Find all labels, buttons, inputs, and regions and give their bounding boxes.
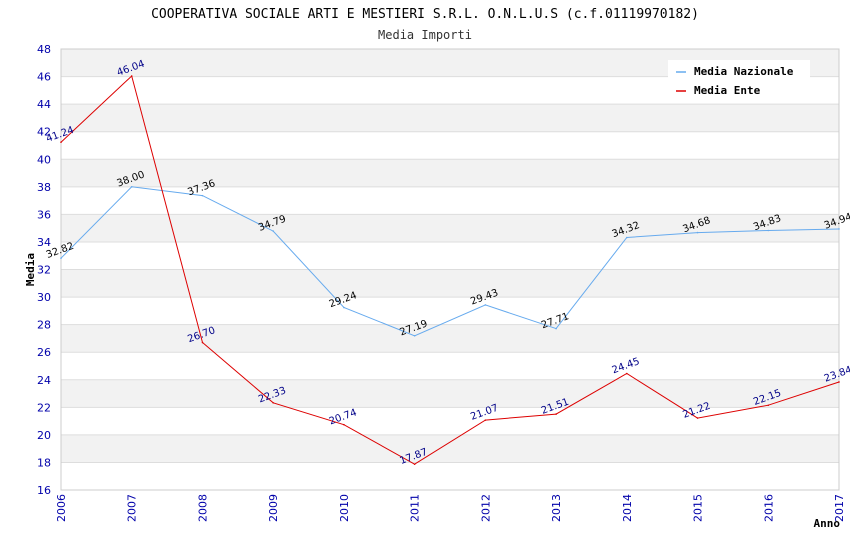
x-tick-label: 2008 — [196, 494, 209, 522]
data-point — [343, 423, 345, 426]
data-point — [201, 194, 204, 197]
y-tick-label: 46 — [37, 71, 51, 84]
data-point — [626, 372, 628, 375]
grid-band — [61, 269, 839, 298]
x-axis-title: Anno — [814, 517, 841, 530]
y-tick-label: 16 — [37, 484, 51, 497]
data-point — [767, 229, 770, 232]
y-tick-label: 24 — [37, 374, 51, 387]
data-point — [484, 419, 487, 421]
y-tick-label: 26 — [37, 346, 51, 359]
x-tick-label: 2012 — [479, 494, 492, 522]
grid-band — [61, 434, 839, 463]
x-tick-label: 2015 — [692, 494, 705, 522]
data-point — [272, 230, 274, 232]
x-tick-label: 2016 — [762, 494, 775, 522]
y-tick-label: 20 — [37, 429, 51, 442]
legend: Media Nazionale Media Ente — [668, 60, 810, 102]
y-axis: 16 18 20 22 24 26 28 30 32 34 36 38 40 42 44 46 48 — [37, 43, 51, 497]
plot-frame — [60, 48, 840, 491]
data-point — [555, 413, 557, 415]
grid-band — [61, 379, 839, 408]
data-point — [60, 257, 62, 259]
grid-band — [61, 462, 839, 490]
grid-band — [61, 214, 839, 242]
grid-band — [61, 186, 839, 215]
x-axis: 2006 2007 2008 2009 2010 2011 2012 2013 2014 2015… — [55, 494, 846, 522]
y-tick-label: 36 — [37, 208, 51, 221]
data-point — [838, 228, 840, 230]
data-point — [413, 334, 416, 337]
grid-band — [61, 352, 839, 380]
y-tick-label: 30 — [37, 291, 51, 304]
data-point — [60, 141, 62, 143]
x-tick-label: 2014 — [621, 494, 634, 522]
data-point — [130, 186, 133, 188]
y-tick-label: 38 — [37, 181, 51, 194]
legend-label-media-ente: Media Ente — [694, 84, 761, 97]
y-tick-label: 22 — [37, 401, 51, 414]
data-point — [130, 75, 133, 77]
data-point — [201, 341, 204, 344]
chart-subtitle: Media Importi — [378, 28, 472, 42]
y-tick-label: 48 — [37, 43, 51, 56]
data-point — [838, 381, 840, 383]
grid-band — [61, 407, 839, 435]
data-point — [343, 306, 345, 309]
legend-box — [668, 60, 810, 102]
x-tick-label: 2006 — [55, 494, 68, 522]
series-layer — [60, 75, 840, 466]
y-tick-label: 28 — [37, 319, 51, 332]
y-tick-label: 42 — [37, 126, 51, 139]
grid-band — [61, 131, 839, 160]
data-point — [767, 404, 770, 407]
data-point — [484, 304, 487, 306]
y-axis-title: Media — [24, 253, 37, 286]
series-line-media-nazionale — [60, 186, 840, 337]
x-tick-label: 2013 — [550, 494, 563, 522]
y-tick-label: 44 — [37, 98, 51, 111]
plot-background — [61, 49, 839, 490]
data-point — [696, 417, 699, 419]
y-tick-label: 32 — [37, 264, 51, 277]
data-point — [272, 401, 274, 404]
legend-label-media-nazionale: Media Nazionale — [694, 65, 794, 78]
data-point — [696, 231, 699, 234]
data-point — [413, 463, 416, 466]
grid-band — [61, 241, 839, 270]
y-tick-label: 40 — [37, 153, 51, 166]
x-tick-label: 2017 — [833, 494, 846, 522]
grid-band — [61, 159, 839, 187]
grid-band — [61, 104, 839, 132]
x-tick-label: 2007 — [126, 494, 139, 522]
x-tick-label: 2009 — [267, 494, 280, 522]
data-point — [555, 327, 557, 330]
x-tick-label: 2011 — [409, 494, 422, 522]
data-point — [626, 236, 628, 239]
y-tick-label: 18 — [37, 456, 51, 469]
y-tick-label: 34 — [37, 236, 51, 249]
chart-title: COOPERATIVA SOCIALE ARTI E MESTIERI S.R.… — [151, 7, 699, 22]
grid-band — [61, 324, 839, 353]
x-tick-label: 2010 — [338, 494, 351, 522]
series-line-media-ente — [60, 75, 840, 465]
